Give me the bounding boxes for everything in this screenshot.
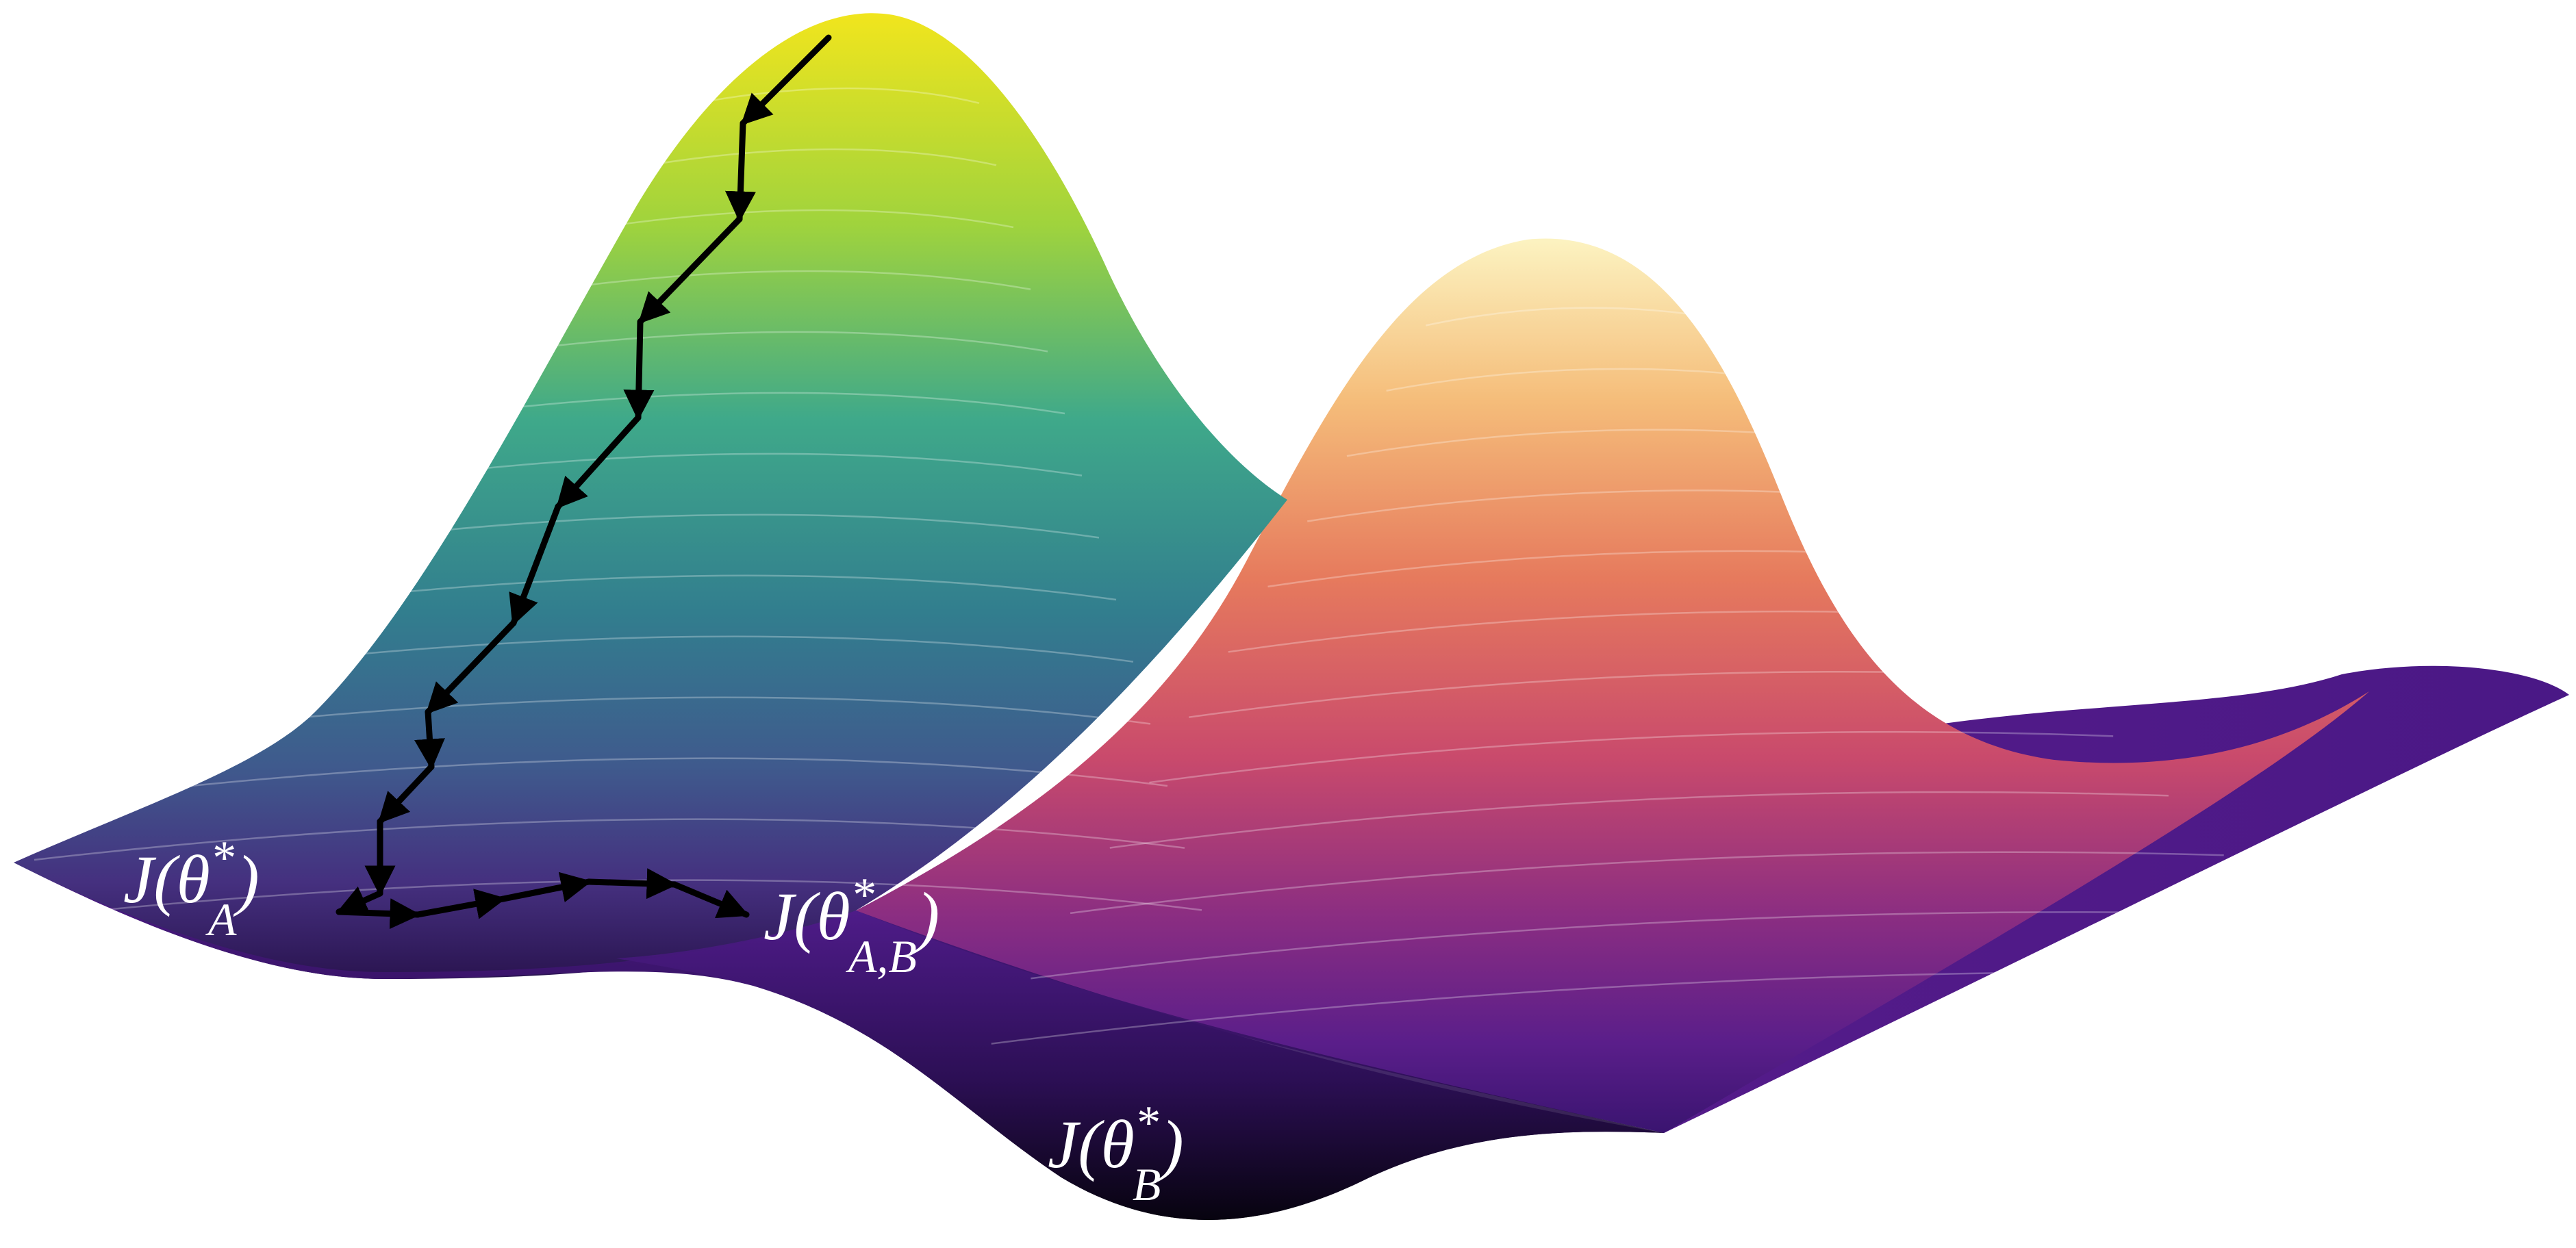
descent-step-arrow: [414, 709, 445, 770]
mesh-line: [253, 574, 1117, 609]
mesh-line: [1149, 730, 2114, 784]
surface-a-hill: [14, 13, 1287, 979]
mesh-line: [472, 331, 1048, 357]
mesh-line: [1188, 670, 2058, 718]
mesh-line: [1346, 429, 1837, 457]
mesh-line: [1109, 791, 2169, 849]
surface-b-hill: [856, 238, 2369, 1133]
descent-step-arrow: [585, 868, 678, 900]
mesh-line: [88, 757, 1168, 798]
label-theta-ab: J(θ* A,B): [763, 869, 939, 982]
descent-step-arrow: [336, 886, 383, 915]
mesh-line: [527, 270, 1031, 294]
mesh-line: [1228, 610, 2003, 653]
descent-step-arrow: [740, 34, 832, 127]
mesh-line: [991, 971, 2335, 1045]
descent-step-arrow: [671, 881, 750, 919]
mesh-line: [143, 696, 1151, 735]
descent-step-arrow: [623, 318, 655, 421]
mesh-line: [1267, 550, 1947, 588]
mesh-line: [362, 453, 1083, 483]
mesh-line: [417, 392, 1065, 420]
label-theta-b: J(θ* B): [1048, 1097, 1184, 1210]
mesh-line: [307, 513, 1100, 546]
descent-step-arrow: [724, 120, 756, 222]
mesh-line: [1070, 851, 2224, 915]
mesh-line: [1426, 307, 1726, 327]
descent-path: [336, 34, 832, 930]
descent-step-arrow: [377, 763, 435, 825]
descent-step-arrow: [336, 898, 421, 930]
mesh-line: [1031, 911, 2280, 980]
label-theta-a: J(θ* A): [123, 832, 260, 945]
mesh-line: [691, 87, 980, 105]
mesh-line: [581, 209, 1014, 231]
descent-step-arrow: [509, 503, 561, 626]
mesh-line: [34, 818, 1185, 861]
mesh-line: [1307, 489, 1893, 522]
descent-step-arrow: [500, 871, 592, 903]
surface-mesh: [0, 87, 2335, 1045]
valley-lower-sheet: [616, 910, 1664, 1221]
descent-step-arrow: [637, 216, 743, 325]
mesh-line: [1386, 368, 1782, 392]
mesh-line: [636, 148, 997, 168]
descent-step-arrow: [555, 414, 642, 510]
mesh-line: [198, 635, 1134, 672]
descent-step-arrow: [414, 889, 507, 919]
descent-step-arrow: [425, 620, 517, 715]
